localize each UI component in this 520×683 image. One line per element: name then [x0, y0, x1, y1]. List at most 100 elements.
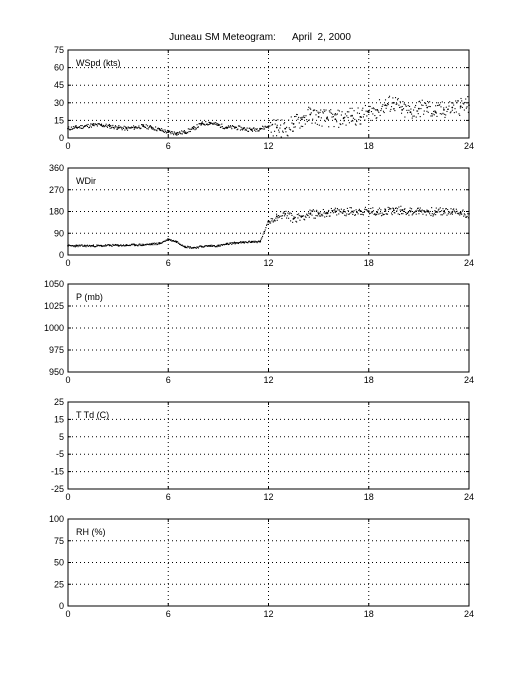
data-dot: [454, 211, 456, 213]
data-dot: [326, 213, 328, 215]
data-dot: [165, 240, 167, 242]
data-dot: [414, 211, 416, 213]
data-dot: [377, 110, 379, 112]
data-dot: [392, 97, 394, 99]
data-dot: [219, 124, 221, 126]
panel-label: WSpd (kts): [76, 58, 121, 68]
data-dot: [187, 245, 189, 247]
data-dot: [93, 125, 95, 127]
chart-title: Juneau SM Meteogram: April 2, 2000: [0, 32, 520, 43]
data-dot: [380, 209, 382, 211]
data-dot: [141, 124, 143, 126]
data-dot: [372, 207, 374, 209]
data-point: [342, 210, 345, 213]
data-dot: [72, 245, 74, 247]
data-dot: [398, 206, 400, 208]
data-dot: [88, 244, 90, 246]
data-dot: [340, 123, 342, 126]
data-dot: [285, 131, 287, 133]
data-dot: [179, 243, 181, 245]
data-dot: [453, 112, 455, 114]
data-dot: [268, 222, 270, 224]
x-tick-label: 12: [263, 609, 273, 619]
data-dot: [79, 245, 81, 247]
data-point: [309, 113, 312, 116]
data-dot: [95, 245, 97, 248]
data-dot: [292, 130, 294, 132]
x-tick-label: 24: [464, 492, 474, 502]
data-dot: [112, 243, 114, 245]
y-tick-label: 15: [54, 115, 64, 125]
data-dot: [199, 245, 201, 247]
data-dot: [365, 110, 367, 112]
x-tick-label: 0: [65, 375, 70, 385]
data-dot: [205, 121, 207, 123]
data-dot: [239, 241, 242, 243]
data-dot: [249, 127, 251, 129]
data-dot: [294, 217, 296, 219]
data-dot: [258, 130, 260, 132]
data-dot: [173, 131, 175, 133]
data-dot: [340, 211, 342, 213]
data-dot: [88, 127, 90, 129]
data-dot: [415, 213, 417, 215]
data-dot: [438, 104, 440, 106]
data-dot: [105, 245, 107, 247]
data-dot: [100, 123, 103, 125]
data-dot: [95, 124, 97, 126]
data-dot: [172, 240, 174, 242]
data-dot: [248, 240, 250, 242]
data-dot: [90, 246, 92, 248]
data-dot: [293, 216, 295, 218]
data-dot: [270, 222, 272, 224]
data-dot: [122, 127, 124, 129]
data-point: [284, 127, 287, 130]
data-dot: [358, 208, 360, 210]
data-dot: [132, 126, 134, 129]
data-dot: [195, 247, 197, 249]
data-dot: [68, 126, 70, 128]
x-tick-label: 18: [364, 375, 374, 385]
data-dot: [425, 104, 427, 106]
data-dot: [302, 215, 304, 217]
data-dot: [419, 207, 421, 209]
data-dot: [374, 109, 377, 111]
data-dot: [403, 210, 405, 212]
data-point: [376, 211, 379, 213]
data-dot: [458, 113, 460, 115]
data-point: [342, 117, 345, 119]
data-dot: [270, 122, 272, 124]
data-dot: [449, 112, 451, 114]
data-dot: [308, 216, 310, 218]
data-dot: [322, 111, 324, 113]
data-dot: [258, 241, 260, 243]
data-dot: [386, 213, 389, 215]
data-dot: [271, 124, 273, 126]
data-dot: [215, 245, 217, 247]
data-dot: [388, 207, 391, 209]
data-dot: [349, 107, 351, 109]
data-dot: [195, 127, 197, 129]
data-dot: [403, 103, 405, 105]
data-dot: [294, 126, 296, 128]
data-dot: [231, 125, 234, 127]
data-dot: [173, 134, 175, 136]
y-tick-label: -25: [51, 484, 64, 494]
data-dot: [296, 114, 298, 116]
data-dot: [445, 208, 447, 210]
data-dot: [106, 244, 109, 246]
data-dot: [451, 102, 453, 104]
data-dot: [311, 122, 313, 124]
data-dot: [389, 208, 391, 210]
data-dot: [170, 239, 172, 241]
data-dot: [235, 126, 238, 128]
data-dot: [203, 123, 205, 125]
data-dot: [424, 102, 426, 104]
data-dot: [261, 237, 263, 239]
data-dot: [152, 127, 154, 129]
data-dot: [376, 213, 378, 215]
data-dot: [451, 212, 453, 214]
data-dot: [88, 126, 90, 129]
data-dot: [255, 241, 258, 243]
